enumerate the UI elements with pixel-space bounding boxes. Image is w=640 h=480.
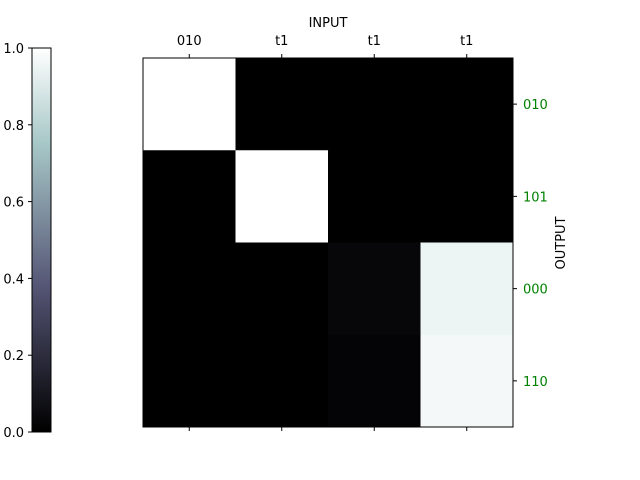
heatmap-cell-r0-c0 bbox=[143, 58, 236, 151]
heatmap-cell-r1-c3 bbox=[420, 150, 514, 243]
heatmap-cell-r3-c2 bbox=[328, 334, 421, 428]
y-tick-label: 101 bbox=[523, 190, 548, 205]
x-tick-label: t1 bbox=[460, 34, 473, 49]
x-axis-title: INPUT bbox=[309, 16, 348, 31]
heatmap-cell-r2-c2 bbox=[328, 242, 421, 336]
heatmap-cell-r2-c0 bbox=[143, 242, 236, 336]
colorbar-tick-label: 0.8 bbox=[3, 119, 24, 134]
x-tick-labels: 010 t1 t1 t1 bbox=[177, 34, 473, 58]
y-tick-label: 010 bbox=[523, 98, 548, 113]
heatmap-cell-r1-c0 bbox=[143, 150, 236, 243]
x-tick-marks-bottom bbox=[188, 427, 468, 431]
heatmap-cell-r1-c1 bbox=[235, 150, 329, 243]
heatmap-cell-r3-c0 bbox=[143, 334, 236, 428]
heatmap-cell-r2-c1 bbox=[235, 242, 329, 336]
colorbar-gradient bbox=[31, 47, 52, 433]
heatmap-cell-r2-c3 bbox=[420, 242, 514, 336]
y-tick-labels: 010 101 000 110 bbox=[513, 98, 548, 390]
y-axis-title: OUTPUT bbox=[554, 216, 569, 269]
y-tick-label: 000 bbox=[523, 283, 548, 298]
colorbar-ticks: 0.0 0.2 0.4 0.6 0.8 1.0 bbox=[3, 42, 32, 441]
heatmap-cells bbox=[143, 58, 514, 428]
x-tick-label: t1 bbox=[275, 34, 288, 49]
y-tick-label: 110 bbox=[523, 375, 548, 390]
plot-frame bbox=[142, 57, 514, 428]
heatmap-cell-r3-c1 bbox=[235, 334, 329, 428]
heatmap-cell-r1-c2 bbox=[328, 150, 421, 243]
x-tick-label: 010 bbox=[177, 34, 202, 49]
x-tick-label: t1 bbox=[368, 34, 381, 49]
heatmap-cell-r3-c3 bbox=[420, 334, 514, 428]
heatmap-cell-r0-c2 bbox=[328, 58, 421, 151]
heatmap-cell-r0-c1 bbox=[235, 58, 329, 151]
colorbar-tick-label: 0.4 bbox=[3, 272, 24, 287]
colorbar-tick-label: 0.2 bbox=[3, 349, 24, 364]
colorbar-tick-label: 0.6 bbox=[3, 196, 24, 211]
colorbar-tick-label: 0.0 bbox=[3, 426, 24, 441]
heatmap-cell-r0-c3 bbox=[420, 58, 514, 151]
colorbar-tick-label: 1.0 bbox=[3, 42, 24, 57]
colorbar: 0.0 0.2 0.4 0.6 0.8 1.0 bbox=[3, 42, 52, 441]
